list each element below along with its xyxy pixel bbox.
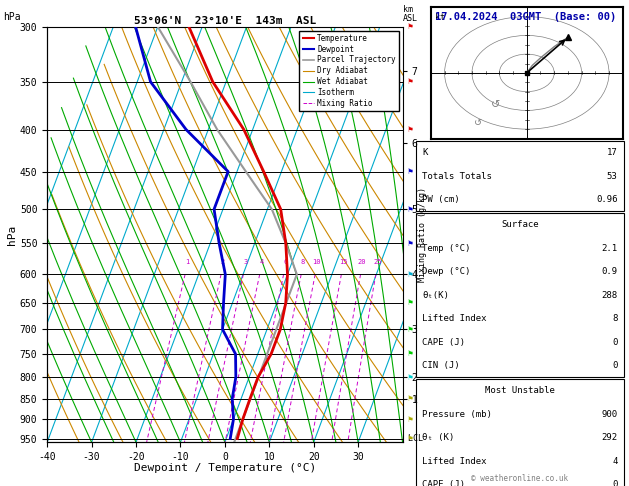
Text: 25: 25 (373, 260, 382, 265)
Text: PW (cm): PW (cm) (422, 195, 460, 204)
Text: 4: 4 (612, 457, 618, 466)
Text: CAPE (J): CAPE (J) (422, 480, 465, 486)
Text: 2: 2 (221, 260, 225, 265)
Text: 53: 53 (606, 172, 618, 181)
Text: Dewp (°C): Dewp (°C) (422, 267, 470, 276)
Text: kt: kt (435, 13, 445, 21)
Text: CAPE (J): CAPE (J) (422, 338, 465, 347)
Text: ⚑: ⚑ (408, 205, 413, 214)
Text: ⚑: ⚑ (408, 394, 413, 403)
Text: 17: 17 (606, 148, 618, 157)
Text: 17.04.2024  03GMT  (Base: 00): 17.04.2024 03GMT (Base: 00) (435, 12, 616, 22)
Text: 0: 0 (612, 361, 618, 370)
Text: hPa: hPa (3, 12, 21, 22)
Text: K: K (422, 148, 428, 157)
Text: Surface: Surface (501, 220, 538, 229)
Text: 292: 292 (601, 433, 618, 442)
Text: $\circlearrowleft$: $\circlearrowleft$ (472, 118, 483, 127)
Text: ⚑: ⚑ (408, 239, 413, 248)
Text: 8: 8 (612, 314, 618, 323)
Bar (416, 141, 624, 211)
Text: θₜ(K): θₜ(K) (422, 291, 449, 300)
Text: 0: 0 (612, 480, 618, 486)
Text: ⚑: ⚑ (408, 349, 413, 359)
Text: 8: 8 (301, 260, 305, 265)
Text: 6: 6 (283, 260, 287, 265)
Text: ⚑: ⚑ (408, 373, 413, 382)
Text: ⚑: ⚑ (408, 325, 413, 334)
Text: ⚑: ⚑ (408, 22, 413, 31)
Text: 10: 10 (313, 260, 321, 265)
Text: CIN (J): CIN (J) (422, 361, 460, 370)
Y-axis label: hPa: hPa (7, 225, 17, 244)
Text: ⚑: ⚑ (408, 167, 413, 176)
Text: ⚑: ⚑ (408, 125, 413, 134)
Text: 0: 0 (612, 338, 618, 347)
Text: ⚑: ⚑ (408, 415, 413, 424)
Text: 20: 20 (358, 260, 367, 265)
Text: ⚑: ⚑ (408, 298, 413, 308)
Text: Totals Totals: Totals Totals (422, 172, 493, 181)
Text: 900: 900 (601, 410, 618, 419)
Text: ⚑: ⚑ (408, 434, 413, 443)
Text: 288: 288 (601, 291, 618, 300)
Text: Mixing Ratio (g/kg): Mixing Ratio (g/kg) (418, 187, 426, 282)
Text: Lifted Index: Lifted Index (422, 457, 487, 466)
Text: 2.1: 2.1 (601, 244, 618, 253)
Text: Lifted Index: Lifted Index (422, 314, 487, 323)
Text: © weatheronline.co.uk: © weatheronline.co.uk (471, 473, 569, 483)
Text: km
ASL: km ASL (403, 5, 418, 22)
Text: $\circlearrowleft$: $\circlearrowleft$ (487, 99, 500, 109)
Text: 4: 4 (260, 260, 264, 265)
Text: 0.96: 0.96 (596, 195, 618, 204)
X-axis label: Dewpoint / Temperature (°C): Dewpoint / Temperature (°C) (134, 463, 316, 473)
Text: ⚑: ⚑ (408, 270, 413, 279)
Legend: Temperature, Dewpoint, Parcel Trajectory, Dry Adiabat, Wet Adiabat, Isotherm, Mi: Temperature, Dewpoint, Parcel Trajectory… (299, 31, 399, 111)
Text: 15: 15 (339, 260, 347, 265)
Title: 53°06'N  23°10'E  143m  ASL: 53°06'N 23°10'E 143m ASL (134, 16, 316, 26)
Text: Most Unstable: Most Unstable (485, 386, 555, 395)
Text: ⚑: ⚑ (408, 77, 413, 87)
Text: Pressure (mb): Pressure (mb) (422, 410, 493, 419)
Bar (416, 379, 624, 486)
Text: 0.9: 0.9 (601, 267, 618, 276)
Text: θₜ (K): θₜ (K) (422, 433, 455, 442)
Text: 1: 1 (185, 260, 189, 265)
Bar (416, 213, 624, 377)
Text: 3: 3 (243, 260, 247, 265)
Text: Temp (°C): Temp (°C) (422, 244, 470, 253)
Text: LCL: LCL (403, 434, 423, 443)
